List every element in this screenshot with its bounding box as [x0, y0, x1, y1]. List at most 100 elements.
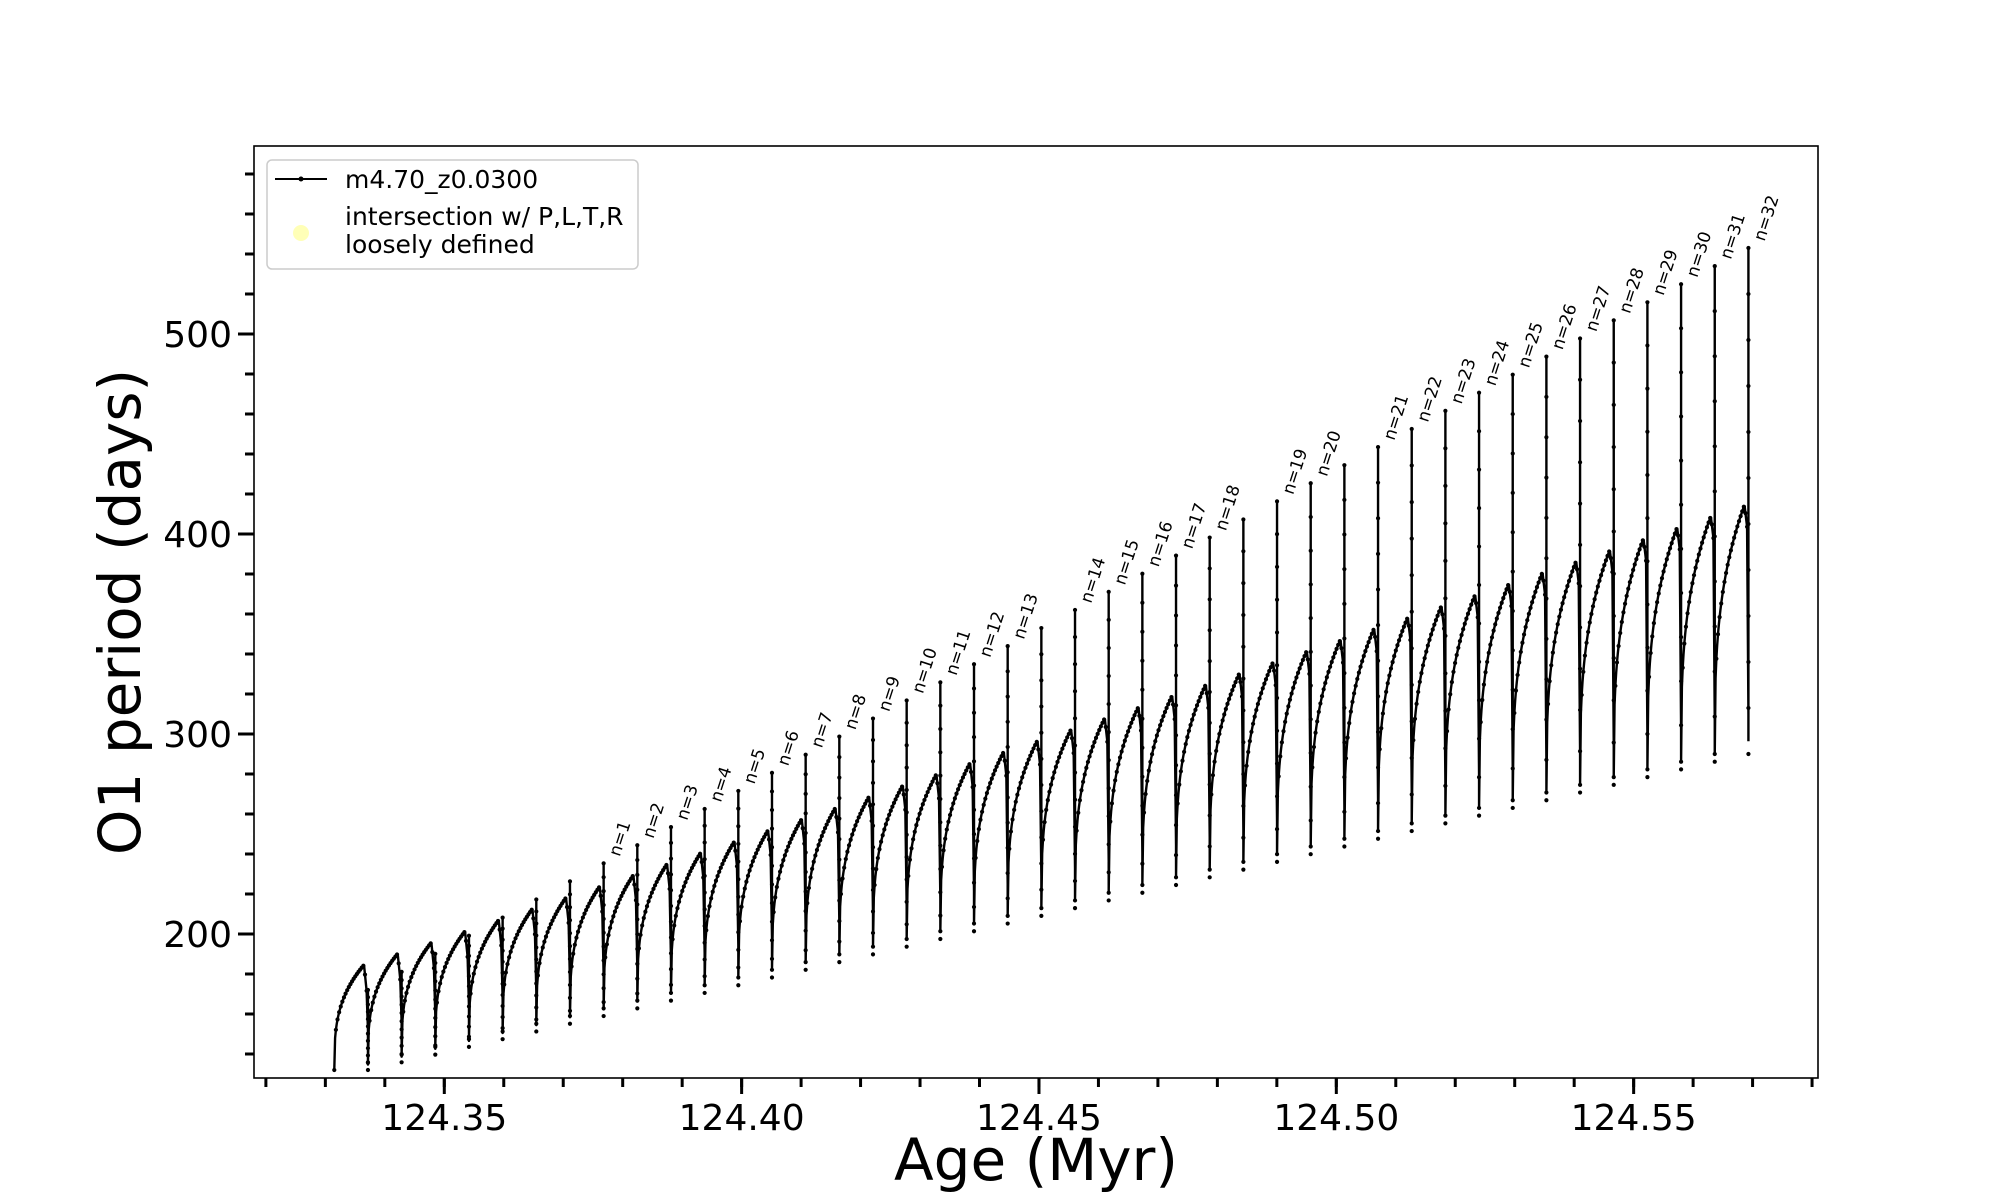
series-point — [984, 790, 990, 796]
series-point — [446, 956, 451, 962]
series-point — [636, 946, 642, 951]
series-point — [813, 853, 818, 858]
series-point — [1169, 694, 1174, 700]
series-point — [1244, 763, 1249, 768]
series-point — [1363, 649, 1368, 654]
x-tick-label: 124.40 — [679, 1098, 805, 1139]
series-point — [1140, 716, 1145, 721]
series-point — [1308, 844, 1313, 849]
series-point — [534, 981, 539, 986]
series-point — [1273, 683, 1278, 688]
series-point — [1072, 851, 1078, 857]
series-point — [1106, 758, 1111, 763]
series-point — [1260, 686, 1265, 691]
series-point — [875, 855, 880, 861]
series-point — [1196, 698, 1201, 704]
series-point — [340, 999, 345, 1004]
series-point — [845, 849, 850, 854]
series-point — [668, 998, 674, 1003]
series-point — [534, 993, 539, 998]
series-point — [739, 904, 744, 909]
series-point — [378, 977, 383, 982]
series-point — [1276, 774, 1281, 779]
series-point — [575, 929, 581, 934]
series-point — [572, 942, 577, 947]
series-point — [1162, 709, 1168, 715]
series-point — [1577, 666, 1583, 671]
series-point — [1648, 650, 1653, 656]
series-point — [754, 851, 759, 856]
series-point — [1259, 691, 1264, 696]
series-point — [782, 853, 788, 858]
series-point — [1587, 620, 1592, 625]
series-point — [1095, 731, 1100, 736]
series-point — [534, 921, 539, 926]
series-point — [1678, 502, 1684, 507]
series-point — [1658, 583, 1663, 588]
series-point — [1384, 689, 1389, 695]
series-point — [534, 1017, 539, 1022]
series-point — [567, 879, 573, 884]
series-point — [1656, 591, 1661, 596]
series-point — [412, 967, 417, 972]
series-point — [1507, 589, 1512, 594]
series-point — [1544, 757, 1549, 763]
series-point — [1598, 573, 1604, 578]
series-point — [567, 1008, 573, 1013]
series-point — [885, 817, 890, 822]
series-point — [1712, 579, 1717, 584]
series-point — [545, 929, 550, 935]
series-point — [1478, 720, 1483, 725]
series-point — [1140, 832, 1145, 837]
series-point — [750, 859, 755, 864]
series-point — [784, 848, 789, 853]
series-point — [1592, 597, 1597, 602]
series-point — [1292, 680, 1297, 685]
series-point — [1173, 763, 1179, 768]
series-point — [1714, 656, 1719, 661]
series-point — [365, 1031, 371, 1036]
series-point — [1746, 751, 1751, 757]
series-point — [1342, 740, 1347, 745]
series-point — [640, 923, 645, 928]
series-point — [369, 1007, 374, 1013]
series-point — [1552, 639, 1557, 645]
series-point — [1072, 797, 1078, 802]
series-point — [1308, 818, 1313, 823]
series-point — [534, 1021, 539, 1026]
series-point — [534, 1029, 539, 1034]
series-point — [1210, 773, 1216, 778]
series-point — [1693, 565, 1698, 570]
series-point — [1375, 658, 1381, 663]
series-point — [1364, 644, 1370, 649]
series-point — [1207, 875, 1212, 880]
series-point — [1704, 525, 1710, 530]
series-point — [513, 936, 518, 941]
series-point — [1164, 705, 1169, 711]
series-point — [466, 1024, 472, 1029]
series-point — [904, 698, 909, 703]
series-point — [1433, 618, 1439, 623]
series-point — [803, 928, 808, 933]
series-point — [1732, 535, 1737, 540]
series-point — [803, 811, 808, 816]
series-point — [1085, 759, 1091, 765]
series-point — [1061, 742, 1067, 747]
series-point — [433, 1015, 438, 1021]
series-point — [1241, 581, 1246, 586]
series-point — [1456, 645, 1461, 650]
series-point — [1395, 643, 1400, 648]
series-point — [769, 789, 775, 794]
series-point — [1089, 749, 1094, 754]
series-point — [1510, 530, 1515, 535]
series-point — [1577, 625, 1583, 630]
series-point — [1476, 736, 1482, 741]
series-point — [584, 907, 589, 913]
series-point — [1348, 709, 1353, 714]
series-point — [571, 951, 576, 956]
series-point — [1645, 731, 1650, 737]
series-point — [702, 840, 707, 845]
series-point — [1611, 775, 1616, 780]
series-point — [433, 1006, 438, 1011]
series-point — [1517, 660, 1522, 665]
